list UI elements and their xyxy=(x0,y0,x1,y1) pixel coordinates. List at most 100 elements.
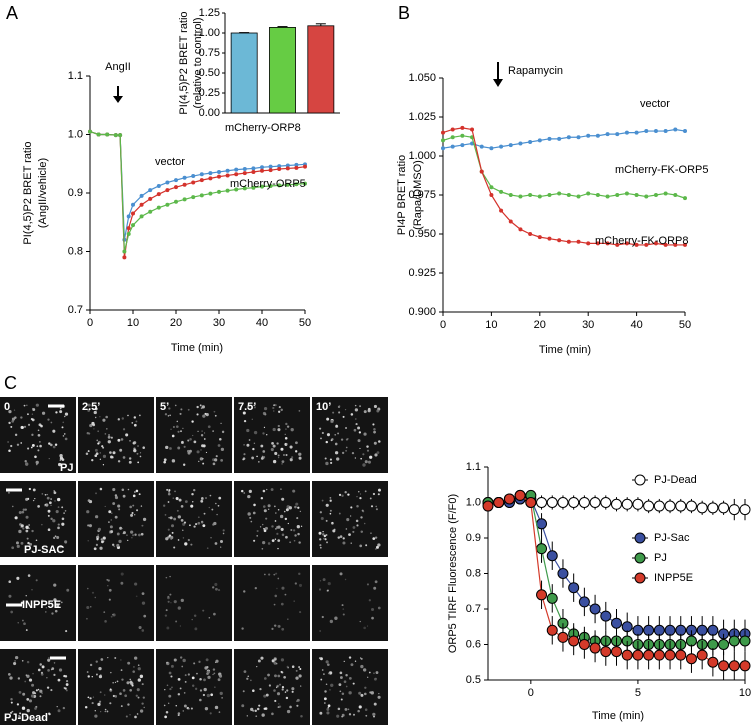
x-tick-label: 10 xyxy=(739,687,751,699)
speckle xyxy=(298,541,301,544)
data-point xyxy=(156,183,161,188)
speckle xyxy=(348,533,351,537)
speckle xyxy=(165,445,169,450)
speckle xyxy=(104,433,107,435)
speckle xyxy=(284,691,287,693)
speckle xyxy=(220,459,224,462)
data-point xyxy=(303,164,307,169)
speckle xyxy=(202,457,204,460)
speckle xyxy=(99,458,102,460)
speckle xyxy=(110,512,113,514)
y-tick-label: 0.00 xyxy=(199,107,220,119)
speckle xyxy=(134,582,138,586)
speckle xyxy=(173,546,176,549)
speckle xyxy=(271,627,274,631)
speckle xyxy=(169,447,172,450)
speckle xyxy=(215,502,217,505)
speckle xyxy=(371,616,374,620)
speckle xyxy=(32,691,36,695)
speckle xyxy=(253,406,257,409)
speckle xyxy=(338,512,341,515)
speckle xyxy=(85,452,89,455)
speckle xyxy=(8,580,12,584)
speckle xyxy=(360,664,364,669)
speckle xyxy=(184,542,188,546)
speckle xyxy=(94,416,97,419)
speckle xyxy=(217,504,220,507)
x-tick-label: 0 xyxy=(87,317,93,329)
data-point xyxy=(586,133,591,138)
speckle xyxy=(250,707,254,712)
speckle xyxy=(341,692,345,696)
speckle xyxy=(199,698,202,702)
speckle xyxy=(274,538,277,540)
speckle xyxy=(281,533,285,537)
speckle xyxy=(270,447,274,452)
speckle xyxy=(46,493,49,496)
speckle xyxy=(344,491,347,494)
speckle xyxy=(341,451,345,455)
speckle xyxy=(264,526,268,530)
micrograph xyxy=(156,649,232,725)
speckle xyxy=(11,417,16,421)
speckle xyxy=(324,457,327,460)
speckle xyxy=(287,618,289,620)
speckle xyxy=(363,522,366,525)
speckle xyxy=(214,458,218,462)
speckle xyxy=(341,713,345,717)
speckle xyxy=(279,514,284,519)
speckle xyxy=(347,708,350,711)
speckle xyxy=(138,493,141,496)
speckle xyxy=(116,532,120,536)
speckle xyxy=(321,499,324,502)
speckle xyxy=(129,680,133,684)
x-tick-label: 30 xyxy=(213,317,225,329)
speckle xyxy=(142,446,145,449)
speckle xyxy=(289,541,292,544)
time-label: 7.5’ xyxy=(238,401,256,413)
speckle xyxy=(50,421,53,424)
speckle xyxy=(48,712,51,715)
speckle xyxy=(273,603,276,606)
speckle xyxy=(26,537,29,540)
data-point xyxy=(673,127,678,132)
speckle xyxy=(126,534,128,536)
speckle xyxy=(342,537,345,540)
speckle xyxy=(193,525,196,528)
speckle xyxy=(45,607,48,609)
speckle xyxy=(258,461,260,463)
speckle xyxy=(9,676,13,680)
speckle xyxy=(102,446,105,449)
speckle xyxy=(326,541,328,544)
data-point xyxy=(644,242,649,247)
speckle xyxy=(97,534,99,536)
data-point xyxy=(653,193,658,197)
speckle xyxy=(285,454,288,457)
speckle xyxy=(56,706,58,708)
speckle xyxy=(246,443,250,447)
speckle xyxy=(35,689,38,692)
speckle xyxy=(188,707,190,710)
speckle xyxy=(203,438,206,440)
speckle xyxy=(62,421,65,424)
speckle xyxy=(177,430,180,433)
speckle xyxy=(373,427,376,431)
speckle xyxy=(128,457,132,460)
speckle xyxy=(44,505,46,507)
speckle xyxy=(64,687,67,690)
speckle xyxy=(48,457,50,460)
speckle xyxy=(373,441,377,445)
speckle xyxy=(37,433,41,437)
speckle xyxy=(102,536,106,540)
speckle xyxy=(112,613,116,617)
speckle xyxy=(26,660,30,664)
data-point xyxy=(557,238,562,243)
speckle xyxy=(173,517,177,521)
data-point xyxy=(260,168,264,173)
speckle xyxy=(217,444,221,447)
speckle xyxy=(352,526,356,529)
speckle xyxy=(189,524,191,527)
legend-label: PJ xyxy=(654,552,667,564)
data-point xyxy=(621,649,633,661)
